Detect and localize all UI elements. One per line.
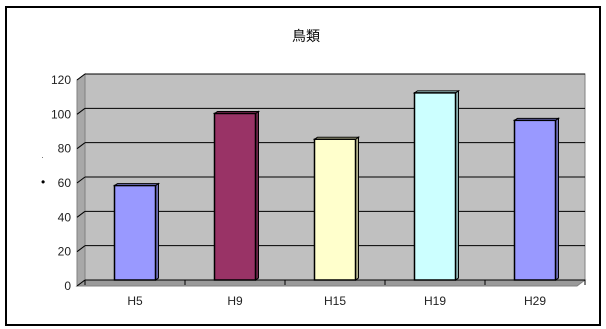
stray-mark: ·	[41, 152, 44, 162]
gridline-depth	[76, 107, 86, 115]
y-axis-ticks: 0 20 40 60 80 100 120	[51, 73, 71, 293]
bar	[113, 184, 157, 281]
plot-floor	[75, 279, 587, 287]
bar	[413, 92, 457, 281]
gridline-depth	[76, 245, 86, 253]
bars	[112, 89, 561, 281]
y-tick-label: 60	[58, 176, 72, 190]
y-tick-label: 120	[51, 73, 71, 87]
gridline-depth	[76, 210, 86, 218]
x-tick-label: H29	[524, 294, 546, 308]
bar	[513, 119, 557, 281]
x-tick-label: H5	[127, 294, 143, 308]
gridline-depth	[76, 142, 86, 150]
gridline-depth	[76, 279, 86, 287]
y-tick-label: 40	[58, 210, 72, 224]
x-tick-label: H9	[227, 294, 243, 308]
stray-bullet: •	[41, 175, 45, 189]
x-tick-label: H19	[424, 294, 446, 308]
y-tick-label: 0	[64, 279, 71, 293]
gridline-depth	[76, 73, 86, 81]
y-tick-label: 80	[58, 142, 72, 156]
bar	[213, 112, 257, 281]
chart-title: 鳥類	[292, 29, 320, 45]
x-axis-ticks: H5 H9 H15 H19 H29	[84, 280, 586, 308]
bar	[313, 138, 357, 281]
y-tick-label: 20	[58, 245, 72, 259]
y-tick-label: 100	[51, 107, 71, 121]
gridline-depth	[76, 176, 86, 184]
x-tick-label: H15	[324, 294, 346, 308]
